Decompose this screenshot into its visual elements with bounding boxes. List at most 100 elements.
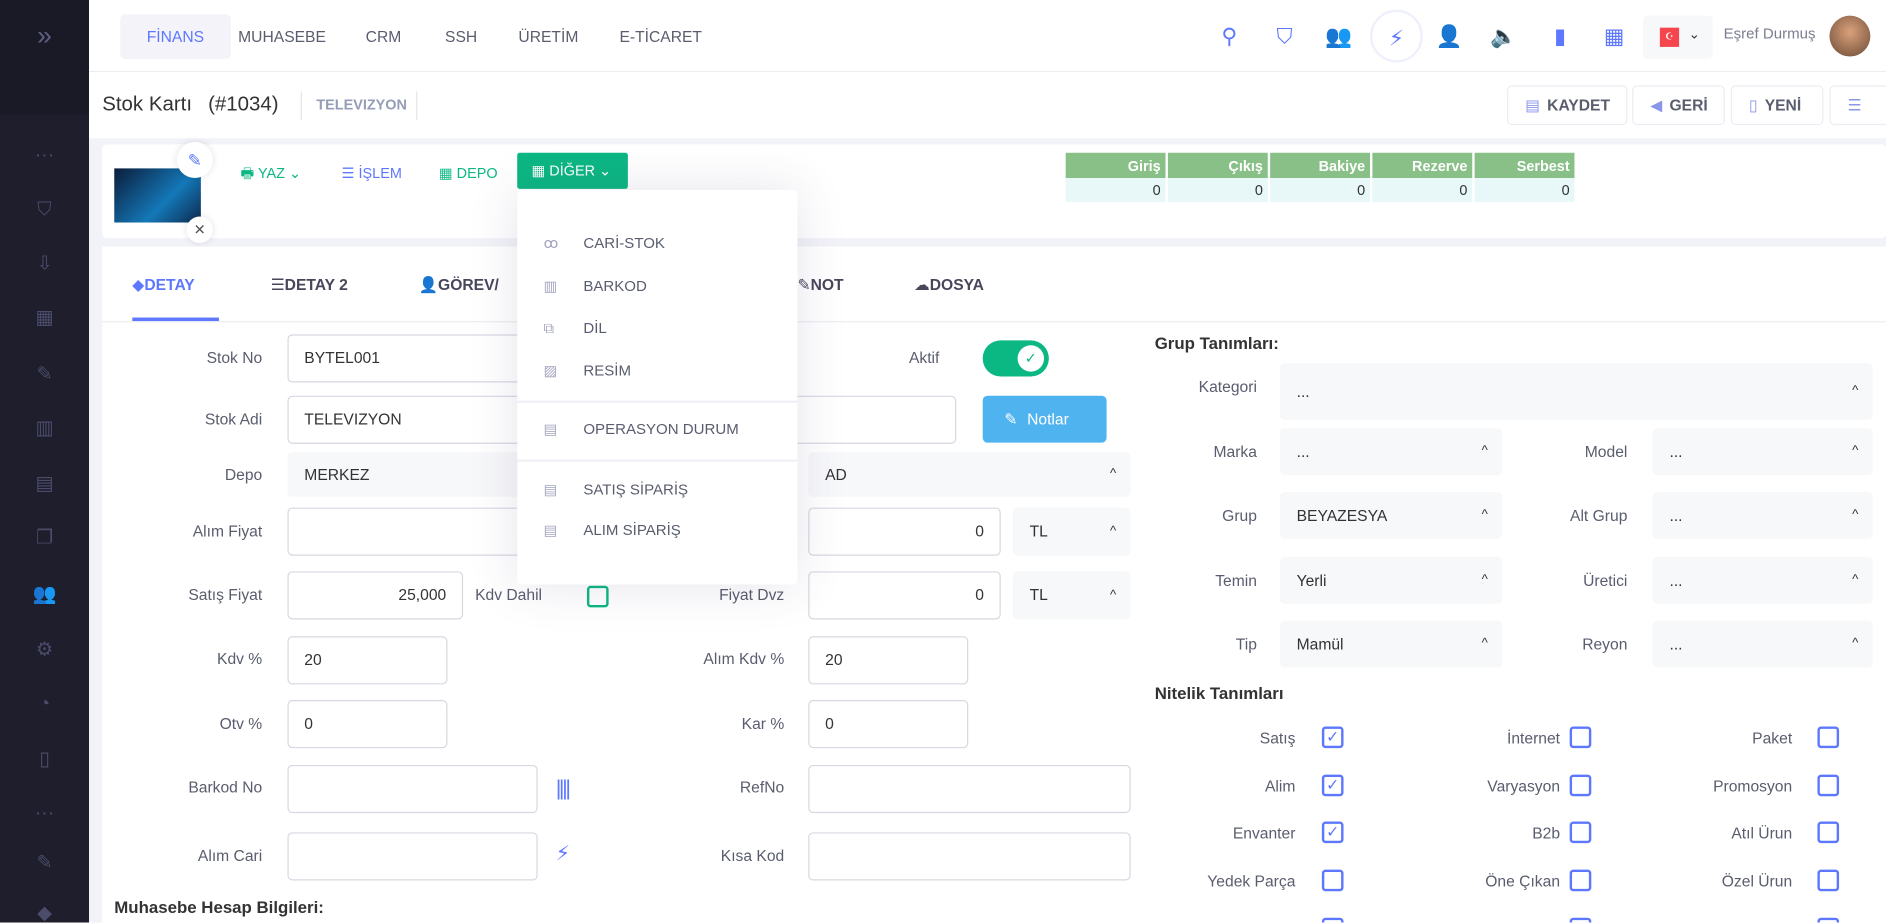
menu-item[interactable]: ▨ RESİM: [517, 356, 797, 385]
new-button[interactable]: ▯ YENİ: [1730, 85, 1824, 126]
notes-button[interactable]: ✎ Notlar: [982, 395, 1107, 443]
tab-4[interactable]: ☁DOSYA: [914, 273, 984, 297]
save-button[interactable]: ▤ KAYDET: [1507, 85, 1628, 126]
sound-icon[interactable]: 🔈: [1490, 24, 1517, 49]
kisa-kod-input[interactable]: [808, 832, 1131, 881]
group-select[interactable]: ... ^: [1652, 428, 1873, 476]
bolt-icon[interactable]: ⚡: [1369, 9, 1423, 63]
tab-2[interactable]: 👤GÖREV/: [419, 273, 499, 297]
bolt-icon[interactable]: ⚡: [555, 841, 571, 865]
search-icon[interactable]: ⚲: [1221, 24, 1238, 49]
pen-icon[interactable]: ✎: [36, 852, 53, 874]
depo-select[interactable]: MERKEZ^: [287, 452, 553, 497]
menu-item[interactable]: ▤ SATIŞ SİPARİŞ: [517, 475, 797, 504]
basket-icon[interactable]: ⛉: [37, 199, 52, 221]
attribute-checkbox[interactable]: ✓: [1321, 774, 1344, 796]
otv-input[interactable]: 0: [287, 700, 448, 749]
print-button[interactable]: 🖶 YAZ ⌄: [240, 164, 302, 182]
barkod-no-input[interactable]: [287, 764, 538, 814]
group-select[interactable]: ... ^: [1652, 620, 1873, 668]
satis-fiyat-input[interactable]: 25,000: [287, 571, 464, 620]
alim-kdv-input[interactable]: 20: [808, 636, 969, 685]
tab-3[interactable]: ✎NOT: [797, 273, 843, 297]
nav-tab-0[interactable]: FİNANS: [120, 14, 231, 59]
alim-fiyat-input[interactable]: [287, 507, 553, 556]
gear-icon[interactable]: ⚙: [35, 639, 54, 661]
attribute-checkbox[interactable]: [1569, 726, 1592, 749]
nav-tab-4[interactable]: ÜRETİM: [518, 27, 579, 46]
attribute-checkbox[interactable]: [1569, 821, 1592, 844]
fiyat-dvz-input[interactable]: 0: [808, 571, 1001, 620]
apps-icon[interactable]: ▦: [1603, 24, 1625, 49]
columns-icon[interactable]: ▥: [35, 418, 54, 440]
menu-item[interactable]: ▥ BARKOD: [517, 272, 797, 301]
attribute-checkbox[interactable]: [1817, 726, 1840, 749]
kdv-input[interactable]: 20: [287, 636, 448, 685]
menu-item[interactable]: ▤ OPERASYON DURUM: [517, 415, 797, 444]
group-select[interactable]: BEYAZESYA ^: [1279, 492, 1503, 540]
users-icon[interactable]: 👥: [1325, 24, 1353, 49]
bar-chart-icon[interactable]: ▮: [1554, 24, 1566, 49]
grid-icon[interactable]: ▦: [35, 307, 54, 329]
language-dropdown[interactable]: ☪ ⌄: [1643, 15, 1713, 59]
users-icon[interactable]: 👥: [32, 584, 57, 606]
group-select[interactable]: ... ^: [1279, 428, 1503, 476]
alim-fiyat-dvz-input[interactable]: 0: [808, 507, 1001, 556]
nav-tab-2[interactable]: CRM: [365, 27, 402, 46]
inbox-download-icon[interactable]: ⇩: [36, 253, 53, 275]
warehouse-button[interactable]: ▦ DEPO: [439, 164, 498, 182]
copy-icon[interactable]: ❐: [35, 528, 54, 549]
edit-image-button[interactable]: ✎: [176, 141, 213, 179]
nav-tab-3[interactable]: SSH: [445, 27, 478, 46]
aktif-toggle[interactable]: ✓: [982, 340, 1049, 377]
kar-input[interactable]: 0: [808, 700, 969, 749]
edit-icon[interactable]: ✎: [36, 364, 53, 385]
menu-item[interactable]: ▤ ALIM SİPARİŞ: [517, 516, 797, 545]
group-select[interactable]: Yerli ^: [1279, 556, 1503, 604]
process-button[interactable]: ☰ İŞLEM: [341, 164, 402, 182]
nav-tab-1[interactable]: MUHASEBE: [238, 27, 326, 46]
tab-1[interactable]: ☰DETAY 2: [271, 273, 348, 297]
chevrons-right-icon[interactable]: »: [37, 20, 52, 51]
kategori-select[interactable]: ... ^: [1279, 363, 1873, 420]
fiyat-currency-select[interactable]: TL ^: [1012, 571, 1131, 620]
back-button[interactable]: ◀ GERİ: [1632, 85, 1725, 126]
basket-icon[interactable]: ⛉: [1276, 24, 1293, 49]
depo-secondary-select[interactable]: AD ^: [808, 452, 1131, 497]
layout-icon[interactable]: ▤: [35, 473, 54, 495]
attribute-checkbox[interactable]: ✓: [1321, 821, 1344, 844]
attribute-checkbox[interactable]: [1569, 917, 1592, 923]
refno-input[interactable]: [808, 764, 1131, 814]
diamond-icon[interactable]: ◆: [37, 903, 52, 923]
attribute-checkbox[interactable]: [1817, 821, 1840, 844]
group-label: Üretici: [1583, 570, 1628, 589]
group-select[interactable]: ... ^: [1652, 492, 1873, 540]
menu-item[interactable]: ꝏ CARİ-STOK: [517, 229, 797, 258]
book-icon[interactable]: ▯: [39, 749, 50, 770]
more-icon[interactable]: ···: [34, 803, 55, 824]
attribute-checkbox[interactable]: [1321, 917, 1344, 923]
attribute-checkbox[interactable]: [1817, 917, 1840, 923]
other-dropdown-button[interactable]: ▦ DİĞER ⌄: [517, 152, 628, 189]
list-button[interactable]: ☰: [1829, 85, 1886, 126]
nav-tab-5[interactable]: E-TİCARET: [619, 27, 702, 46]
barcode-icon[interactable]: ||||: [555, 775, 571, 800]
attribute-checkbox[interactable]: [1569, 774, 1592, 796]
pie-chart-icon[interactable]: ◔: [38, 694, 51, 715]
menu-item[interactable]: ⧉ DİL: [517, 314, 797, 343]
alim-cari-input[interactable]: [287, 832, 538, 881]
remove-image-button[interactable]: ✕: [186, 216, 213, 243]
more-icon[interactable]: ···: [34, 145, 55, 166]
tab-0[interactable]: ◆DETAY: [132, 273, 194, 297]
alim-currency-select[interactable]: TL ^: [1012, 507, 1131, 556]
attribute-checkbox[interactable]: [1817, 869, 1840, 892]
kdv-dahil-checkbox[interactable]: [586, 585, 609, 608]
avatar[interactable]: [1829, 15, 1871, 57]
attribute-checkbox[interactable]: [1569, 869, 1592, 892]
group-select[interactable]: ... ^: [1652, 556, 1873, 604]
add-user-icon[interactable]: 👤: [1435, 24, 1463, 49]
attribute-checkbox[interactable]: [1817, 774, 1840, 796]
group-select[interactable]: Mamül ^: [1279, 620, 1503, 668]
attribute-checkbox[interactable]: ✓: [1321, 726, 1344, 749]
attribute-checkbox[interactable]: [1321, 869, 1344, 892]
